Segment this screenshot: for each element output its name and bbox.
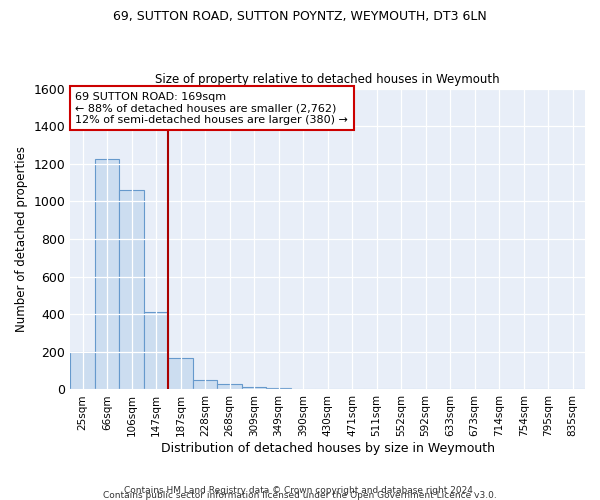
Bar: [266, 388, 291, 390]
Text: 69, SUTTON ROAD, SUTTON POYNTZ, WEYMOUTH, DT3 6LN: 69, SUTTON ROAD, SUTTON POYNTZ, WEYMOUTH…: [113, 10, 487, 23]
Text: 69 SUTTON ROAD: 169sqm
← 88% of detached houses are smaller (2,762)
12% of semi-: 69 SUTTON ROAD: 169sqm ← 88% of detached…: [76, 92, 349, 125]
Bar: [169, 358, 193, 390]
Bar: [144, 312, 169, 390]
Text: Contains HM Land Registry data © Crown copyright and database right 2024.: Contains HM Land Registry data © Crown c…: [124, 486, 476, 495]
X-axis label: Distribution of detached houses by size in Weymouth: Distribution of detached houses by size …: [161, 442, 494, 455]
Bar: [291, 388, 316, 390]
Bar: [217, 384, 242, 390]
Y-axis label: Number of detached properties: Number of detached properties: [15, 146, 28, 332]
Text: Contains public sector information licensed under the Open Government Licence v3: Contains public sector information licen…: [103, 491, 497, 500]
Bar: [70, 352, 95, 390]
Bar: [95, 159, 119, 390]
Title: Size of property relative to detached houses in Weymouth: Size of property relative to detached ho…: [155, 73, 500, 86]
Bar: [193, 380, 217, 390]
Bar: [242, 386, 266, 390]
Bar: [119, 190, 144, 390]
